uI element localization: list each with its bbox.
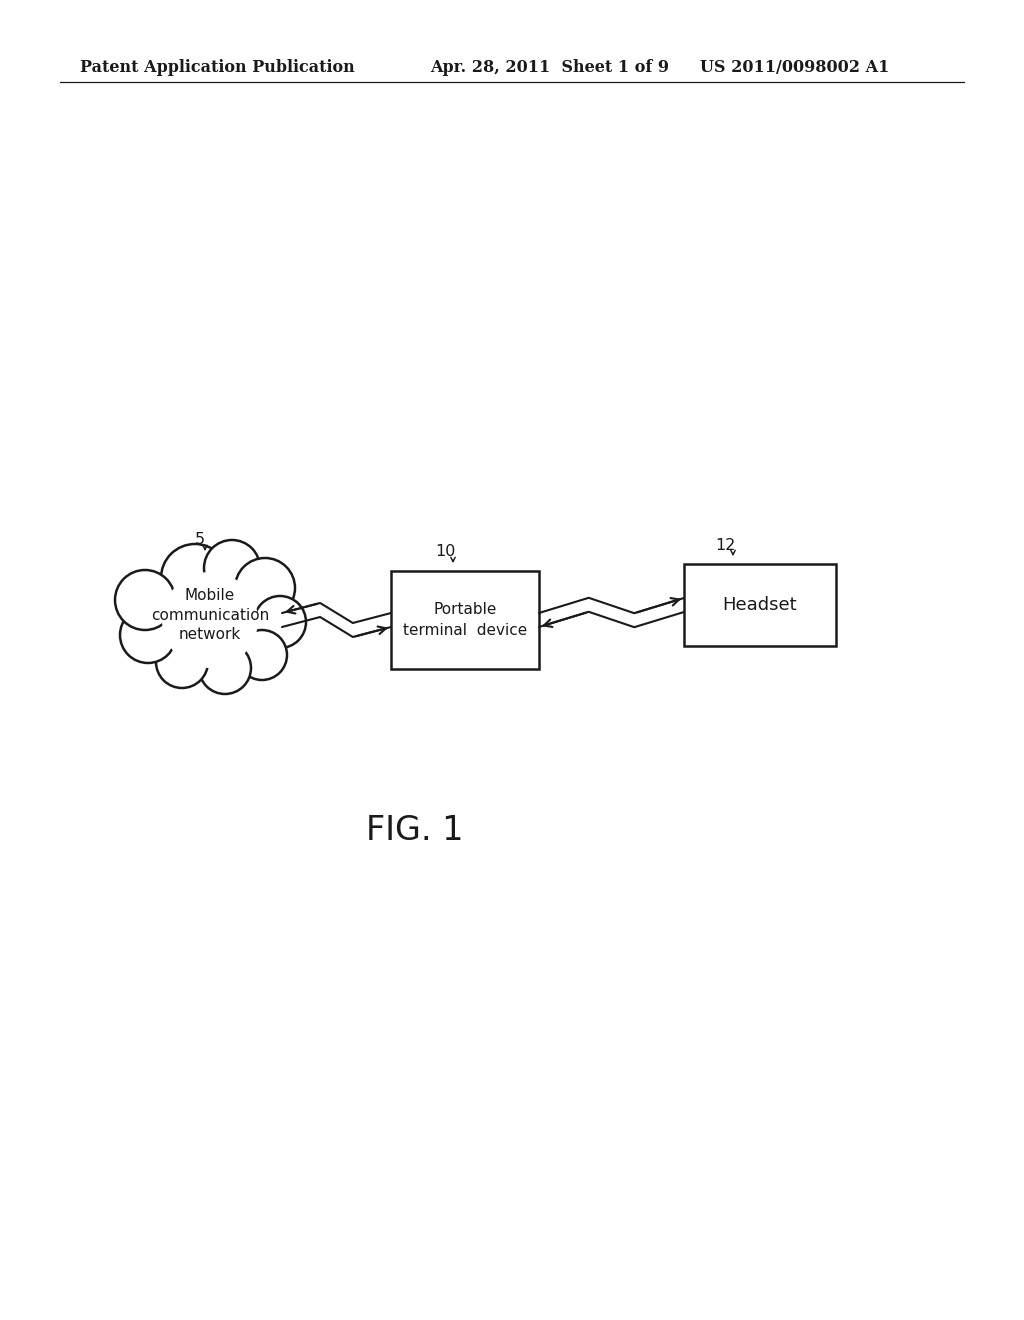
Circle shape <box>234 558 295 618</box>
Bar <box>684 564 836 645</box>
Circle shape <box>162 572 258 668</box>
Bar <box>391 572 539 669</box>
Text: Apr. 28, 2011  Sheet 1 of 9: Apr. 28, 2011 Sheet 1 of 9 <box>430 59 669 77</box>
Text: Headset: Headset <box>723 597 798 614</box>
Circle shape <box>120 607 176 663</box>
Circle shape <box>254 597 306 648</box>
Text: Portable
terminal  device: Portable terminal device <box>402 602 527 638</box>
Circle shape <box>161 544 229 612</box>
Text: 12: 12 <box>715 537 735 553</box>
Text: Mobile
communication
network: Mobile communication network <box>151 587 269 643</box>
Text: FIG. 1: FIG. 1 <box>367 813 464 846</box>
Circle shape <box>115 570 175 630</box>
Text: Patent Application Publication: Patent Application Publication <box>80 59 354 77</box>
Text: 5: 5 <box>195 532 205 548</box>
Text: US 2011/0098002 A1: US 2011/0098002 A1 <box>700 59 890 77</box>
Circle shape <box>204 540 260 597</box>
Text: 10: 10 <box>435 544 456 560</box>
Circle shape <box>156 636 208 688</box>
Circle shape <box>237 630 287 680</box>
Circle shape <box>199 642 251 694</box>
